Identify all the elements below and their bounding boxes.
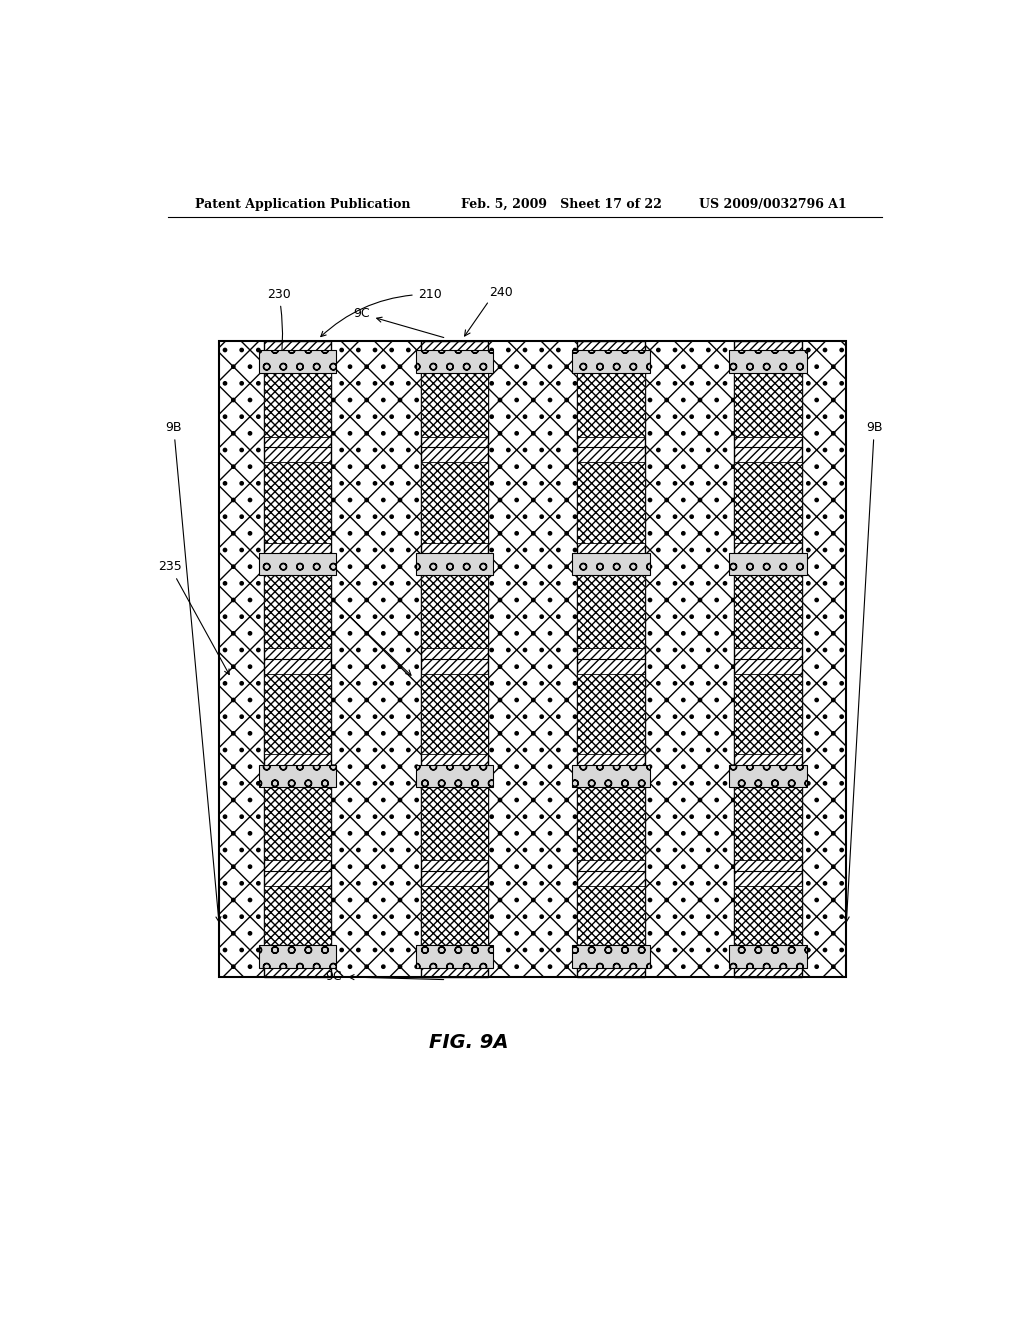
Bar (264, 462, 332, 543)
Text: 9B: 9B (844, 421, 883, 921)
Bar (572, 764, 650, 787)
Bar (729, 764, 807, 787)
Bar (729, 553, 807, 576)
Bar (729, 553, 807, 576)
Bar (734, 356, 802, 437)
Bar (421, 780, 488, 861)
Bar (578, 462, 645, 543)
Bar (421, 568, 488, 648)
Bar (729, 350, 807, 372)
Bar (259, 350, 337, 372)
Bar (264, 342, 332, 977)
Bar (572, 350, 650, 372)
Bar (416, 764, 494, 787)
Text: Patent Application Publication: Patent Application Publication (196, 198, 411, 211)
Text: 240: 240 (489, 285, 513, 298)
Bar (578, 780, 645, 861)
Bar (219, 342, 846, 977)
Bar (578, 568, 645, 648)
Bar (729, 945, 807, 968)
Bar (421, 673, 488, 754)
Bar (259, 945, 337, 968)
Bar (264, 568, 332, 648)
Bar (578, 342, 645, 977)
Bar (259, 553, 337, 576)
Bar (259, 350, 337, 372)
Bar (572, 553, 650, 576)
Bar (729, 945, 807, 968)
Bar (734, 462, 802, 543)
Bar (572, 764, 650, 787)
Bar (421, 356, 488, 437)
Bar (734, 673, 802, 754)
Bar (416, 945, 494, 968)
Bar (219, 342, 846, 977)
Bar (572, 350, 650, 372)
Text: 235: 235 (159, 561, 229, 675)
Bar (578, 673, 645, 754)
Text: '250': '250' (283, 561, 411, 676)
Bar (259, 764, 337, 787)
Text: FIG. 9A: FIG. 9A (429, 1034, 509, 1052)
Bar (734, 342, 802, 977)
Bar (572, 553, 650, 576)
Bar (264, 356, 332, 437)
Bar (729, 350, 807, 372)
Text: US 2009/0032796 A1: US 2009/0032796 A1 (699, 198, 847, 211)
Bar (259, 945, 337, 968)
Bar (219, 342, 846, 977)
Bar (734, 886, 802, 966)
Bar (572, 945, 650, 968)
Text: 9C: 9C (353, 308, 443, 338)
Text: 9C: 9C (326, 970, 443, 983)
Bar (264, 886, 332, 966)
Bar (734, 780, 802, 861)
Text: 230: 230 (267, 288, 291, 378)
Bar (416, 553, 494, 576)
Bar (421, 462, 488, 543)
Bar (734, 568, 802, 648)
Bar (416, 945, 494, 968)
Bar (421, 342, 488, 977)
Bar (578, 356, 645, 437)
Bar (578, 886, 645, 966)
Text: 9B: 9B (166, 421, 221, 921)
Bar (259, 764, 337, 787)
Bar (219, 342, 846, 977)
Bar (421, 886, 488, 966)
Bar (416, 764, 494, 787)
Bar (416, 553, 494, 576)
Bar (729, 764, 807, 787)
Bar (259, 553, 337, 576)
Bar (416, 350, 494, 372)
Bar (264, 673, 332, 754)
Bar (416, 350, 494, 372)
Bar (572, 945, 650, 968)
Text: 210: 210 (321, 288, 441, 337)
Bar (264, 780, 332, 861)
Text: Feb. 5, 2009   Sheet 17 of 22: Feb. 5, 2009 Sheet 17 of 22 (461, 198, 663, 211)
